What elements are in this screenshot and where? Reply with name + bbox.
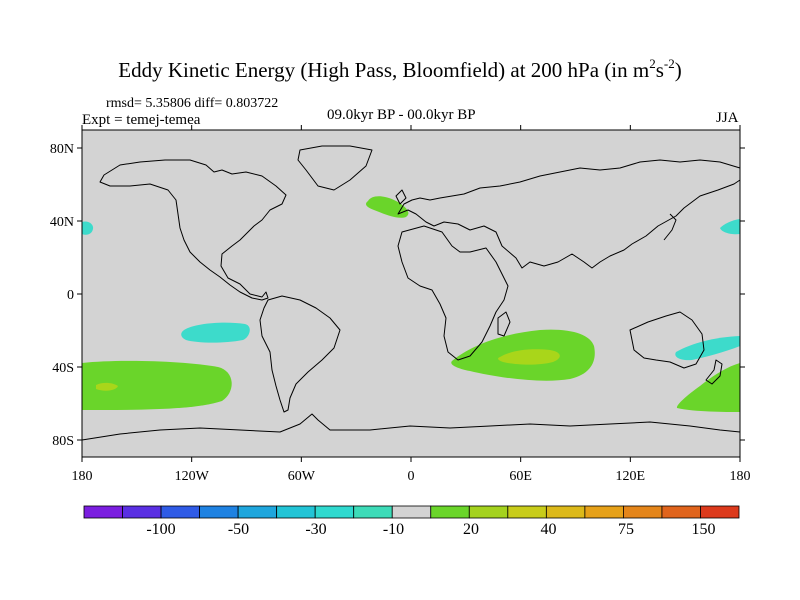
lat-label: 40S <box>52 361 74 376</box>
colorbar-label: 75 <box>618 521 634 538</box>
lon-label: 0 <box>408 469 415 484</box>
colorbar-swatch <box>623 506 662 518</box>
colorbar-labels: -100 -50 -30 -10 20 40 75 150 <box>146 521 715 538</box>
colorbar-label: -30 <box>305 521 326 538</box>
colorbar <box>84 506 739 518</box>
colorbar-swatch <box>508 506 547 518</box>
lon-label: 120E <box>616 469 646 484</box>
colorbar-swatch <box>662 506 701 518</box>
colorbar-label: 40 <box>541 521 557 538</box>
colorbar-label: -50 <box>228 521 249 538</box>
colorbar-label: 150 <box>692 521 716 538</box>
colorbar-label: 20 <box>463 521 479 538</box>
colorbar-swatch <box>161 506 200 518</box>
colorbar-swatch <box>469 506 508 518</box>
lat-label: 80S <box>52 434 74 449</box>
colorbar-swatch <box>546 506 585 518</box>
colorbar-swatch <box>200 506 239 518</box>
colorbar-swatch <box>354 506 393 518</box>
lat-label: 80N <box>50 142 74 157</box>
colorbar-swatch <box>123 506 162 518</box>
colorbar-swatch <box>277 506 316 518</box>
lon-label: 120W <box>175 469 210 484</box>
colorbar-swatch <box>84 506 123 518</box>
colorbar-swatch <box>431 506 470 518</box>
longitude-labels: 180 120W 60W 0 60E 120E 180 <box>72 469 751 484</box>
lon-label: 180 <box>730 469 751 484</box>
lon-label: 60W <box>288 469 316 484</box>
colorbar-swatch <box>315 506 354 518</box>
lon-label: 180 <box>72 469 93 484</box>
colorbar-label: -10 <box>383 521 404 538</box>
lon-label: 60E <box>509 469 532 484</box>
lat-label: 0 <box>67 288 74 303</box>
latitude-labels: 80N 40N 0 40S 80S <box>50 142 74 449</box>
colorbar-swatch <box>392 506 431 518</box>
colorbar-swatch <box>700 506 739 518</box>
map-background <box>82 130 740 457</box>
colorbar-label: -100 <box>146 521 175 538</box>
lat-label: 40N <box>50 215 74 230</box>
colorbar-swatch <box>238 506 277 518</box>
colorbar-swatch <box>585 506 624 518</box>
